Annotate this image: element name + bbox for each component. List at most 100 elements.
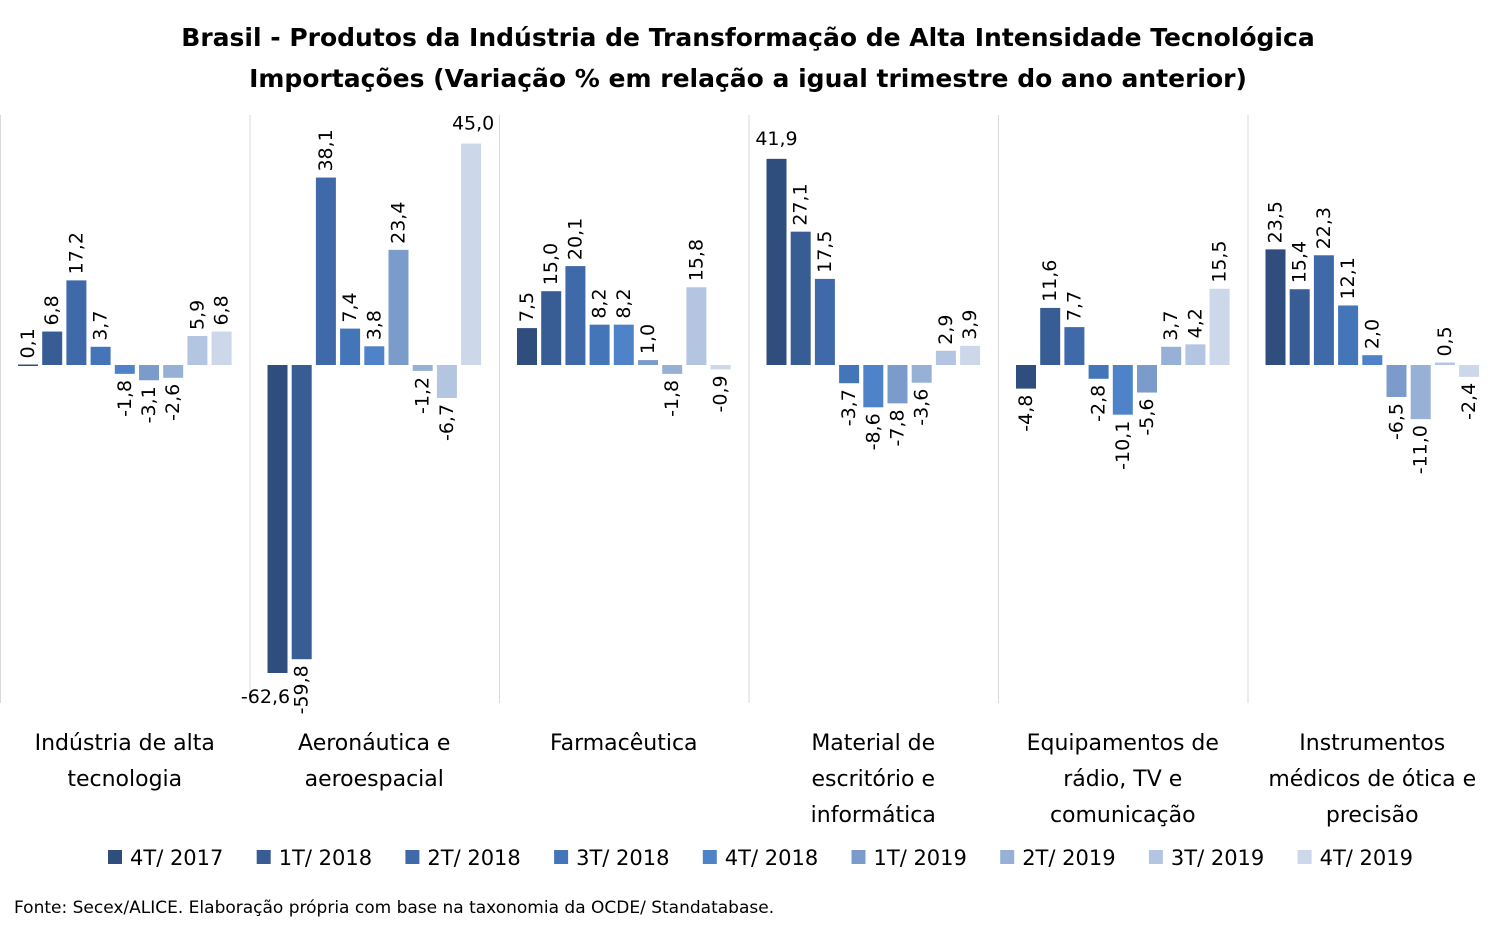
bar	[589, 324, 610, 365]
data-label: -1,2	[412, 377, 434, 414]
bar	[1185, 344, 1206, 365]
data-label: -5,6	[1136, 399, 1158, 436]
data-label: 1,0	[637, 324, 659, 354]
data-label: -3,7	[838, 389, 860, 426]
data-label: 4,2	[1184, 308, 1206, 338]
bar	[911, 365, 932, 383]
bar	[1362, 355, 1383, 365]
data-label: -6,5	[1386, 403, 1408, 440]
legend-swatch	[256, 850, 271, 864]
bar	[66, 280, 87, 365]
data-label: 8,2	[589, 288, 611, 318]
data-label: -2,6	[162, 384, 184, 421]
data-label: 0,1	[17, 328, 39, 358]
data-label: -7,8	[887, 409, 909, 446]
data-label: 17,5	[814, 231, 836, 273]
data-label: 3,7	[90, 311, 112, 341]
bar	[565, 266, 586, 365]
bar	[364, 346, 385, 365]
legend-swatch	[702, 850, 717, 864]
bar	[662, 365, 683, 374]
data-label: 3,9	[959, 310, 981, 340]
legend-entry: 3T/ 2018	[576, 846, 669, 870]
source-note: Fonte: Secex/ALICE. Elaboração própria c…	[14, 898, 774, 918]
data-label: 3,7	[1160, 311, 1182, 341]
category-labels: Indústria de alta tecnologia Aeronáutica e…	[35, 731, 1477, 828]
bar	[541, 291, 562, 365]
legend-swatch	[1297, 850, 1312, 864]
legend-entry: 1T/ 2018	[279, 846, 372, 870]
data-label: -8,6	[862, 413, 884, 450]
bar	[790, 231, 811, 365]
bar	[163, 365, 184, 378]
data-label: -62,6	[241, 686, 290, 708]
bar	[1112, 365, 1133, 415]
bar	[1459, 365, 1480, 377]
data-label: -3,1	[138, 386, 160, 423]
data-label: 7,7	[1063, 291, 1085, 321]
bar	[1410, 365, 1431, 420]
bar	[766, 158, 787, 365]
bar	[187, 335, 208, 365]
legend-swatch	[405, 850, 420, 864]
data-label: 22,3	[1313, 207, 1335, 249]
data-labels: 0,16,817,23,7-1,8 -3,1 -2,65,9 6,8-62,6 -59,…	[17, 113, 1480, 715]
data-label: 3,8	[363, 310, 385, 340]
data-label: 17,2	[65, 232, 87, 274]
data-label: 38,1	[315, 129, 337, 171]
category-label: aeroespacial	[305, 767, 444, 792]
bar	[517, 328, 537, 365]
bar	[1137, 365, 1157, 393]
legend-swatch	[1000, 850, 1015, 864]
bar	[710, 365, 731, 370]
legend-entry: 4T/ 2017	[130, 846, 223, 870]
category-label: médicos de ótica e	[1268, 767, 1476, 792]
data-label: 15,0	[540, 243, 562, 285]
legend-swatch	[1148, 850, 1163, 864]
bar	[211, 331, 232, 365]
bar	[90, 346, 111, 365]
category-label: Indústria de alta	[35, 731, 215, 756]
legend-swatch	[108, 850, 122, 864]
category-label: Material de	[811, 731, 935, 756]
data-label: -3,6	[911, 389, 933, 426]
bar	[1161, 346, 1182, 365]
category-label: precisão	[1326, 803, 1419, 828]
legend-entry: 4T/ 2018	[725, 846, 818, 870]
bar	[613, 324, 634, 365]
bar	[461, 143, 482, 365]
bar	[638, 360, 658, 365]
data-label: -4,8	[1015, 395, 1037, 432]
data-label: 6,8	[211, 295, 233, 325]
data-label: 0,5	[1434, 326, 1456, 356]
data-label: 6,8	[41, 295, 63, 325]
category-label: informática	[811, 803, 936, 828]
data-label: -2,8	[1088, 385, 1110, 422]
data-label: 20,1	[564, 218, 586, 260]
category-label: rádio, TV e	[1063, 767, 1182, 792]
bar	[388, 249, 409, 365]
bar	[18, 364, 38, 367]
bar	[42, 331, 63, 365]
bar	[935, 350, 956, 365]
category-label: Aeronáutica e	[298, 731, 450, 756]
data-label: -0,9	[710, 375, 732, 412]
data-label: 45,0	[452, 113, 494, 135]
category-label: tecnologia	[67, 767, 182, 792]
chart-title: Brasil - Produtos da Indústria de Transf…	[181, 23, 1314, 52]
data-label: 7,4	[339, 292, 361, 322]
data-label: 12,1	[1337, 257, 1359, 299]
bar	[960, 345, 981, 365]
bar	[1289, 289, 1310, 365]
bar	[1313, 255, 1334, 365]
bar	[1386, 365, 1407, 397]
bar	[1088, 365, 1109, 379]
bar	[139, 365, 159, 381]
category-label: comunicação	[1050, 803, 1196, 828]
data-label: 2,9	[935, 315, 957, 345]
category-label: escritório e	[812, 767, 935, 792]
legend-entry: 1T/ 2019	[874, 846, 967, 870]
data-label: -59,8	[291, 665, 313, 714]
legend-entry: 4T/ 2019	[1320, 846, 1413, 870]
